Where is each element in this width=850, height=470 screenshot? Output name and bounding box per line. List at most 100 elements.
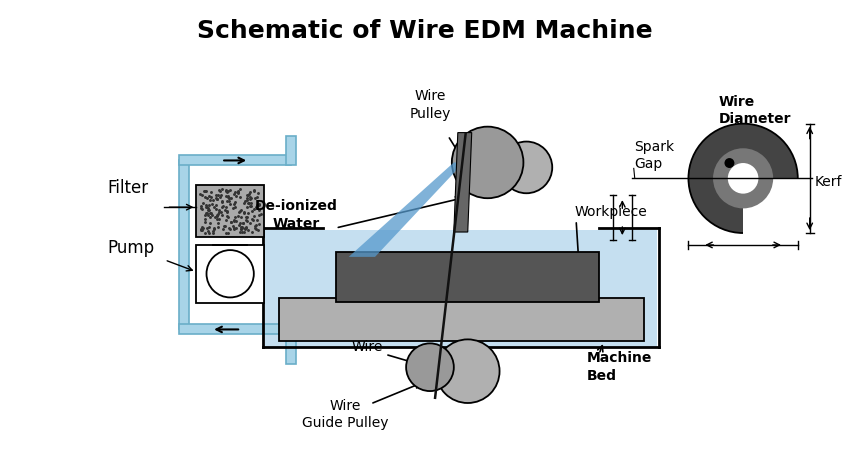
Point [239, 224, 252, 231]
Point [201, 225, 214, 232]
Point [248, 195, 262, 202]
Bar [336, 252, 599, 302]
Text: Kerf: Kerf [814, 175, 842, 189]
Text: Wire
Diameter: Wire Diameter [718, 95, 791, 126]
Point [224, 195, 238, 202]
Circle shape [436, 339, 500, 403]
Point [198, 188, 212, 195]
Point [196, 205, 209, 212]
Point [205, 200, 218, 208]
Point [235, 219, 249, 227]
Bar [196, 245, 264, 303]
Point [235, 224, 249, 231]
Point [201, 227, 215, 235]
Point [224, 218, 238, 226]
Point [207, 196, 220, 204]
Point [241, 191, 254, 198]
Point [196, 191, 209, 199]
Point [236, 219, 250, 227]
Point [243, 194, 257, 201]
Point [207, 225, 220, 232]
Point [250, 221, 264, 228]
Bar [286, 335, 296, 364]
Point [219, 188, 233, 195]
Point [200, 203, 213, 211]
Point [249, 225, 263, 232]
Text: Wire
Pulley: Wire Pulley [410, 89, 450, 121]
Point [195, 225, 208, 233]
Point [247, 187, 261, 194]
Point [194, 202, 207, 210]
Point [252, 200, 266, 207]
Point [235, 228, 249, 235]
Point [239, 225, 252, 232]
Point [216, 226, 230, 233]
Point [250, 216, 264, 223]
Point [228, 216, 241, 224]
Point [202, 223, 216, 231]
Point [244, 199, 258, 206]
Point [198, 230, 212, 237]
Point [198, 211, 212, 219]
Point [204, 210, 218, 217]
Point [242, 190, 256, 198]
Point [221, 208, 235, 216]
Point [210, 212, 224, 219]
Point [205, 188, 218, 196]
Point [229, 224, 242, 232]
Point [196, 199, 210, 207]
Point [217, 203, 230, 210]
Point [250, 201, 264, 209]
Circle shape [452, 126, 524, 198]
Point [218, 222, 231, 229]
Text: Wire: Wire [352, 340, 383, 354]
Point [242, 200, 256, 207]
Point [241, 227, 254, 234]
Point [212, 210, 225, 218]
Point [199, 201, 212, 209]
Point [211, 196, 224, 203]
Point [212, 215, 226, 222]
Point [241, 191, 254, 199]
Point [198, 215, 212, 223]
Point [203, 213, 217, 221]
Point [215, 186, 229, 193]
Point [251, 194, 264, 201]
Bar [179, 324, 291, 335]
Point [212, 208, 225, 216]
Point [245, 228, 258, 235]
Text: Filter: Filter [107, 179, 148, 197]
Point [237, 208, 251, 215]
Point [240, 203, 253, 211]
Point [207, 225, 221, 232]
Point [252, 189, 265, 196]
Point [229, 188, 242, 196]
Point [243, 202, 257, 210]
Point [237, 209, 251, 217]
Bar [196, 185, 264, 237]
Polygon shape [743, 178, 800, 235]
Circle shape [728, 163, 758, 194]
Point [252, 207, 266, 214]
Point [220, 212, 234, 220]
Point [243, 219, 257, 227]
Point [222, 195, 235, 202]
Point [210, 196, 224, 203]
Point [222, 193, 235, 200]
Point [253, 210, 267, 218]
Point [235, 226, 248, 233]
Point [240, 213, 253, 220]
Circle shape [724, 158, 734, 168]
Point [241, 195, 254, 202]
Point [241, 196, 254, 204]
Point [234, 228, 247, 236]
Point [247, 213, 261, 220]
Point [219, 186, 233, 193]
Text: De-ionized
Water: De-ionized Water [254, 199, 337, 231]
Point [247, 205, 261, 212]
Point [199, 218, 212, 226]
Point [214, 208, 228, 215]
Point [244, 195, 258, 203]
Point [212, 186, 226, 194]
Point [210, 212, 224, 220]
